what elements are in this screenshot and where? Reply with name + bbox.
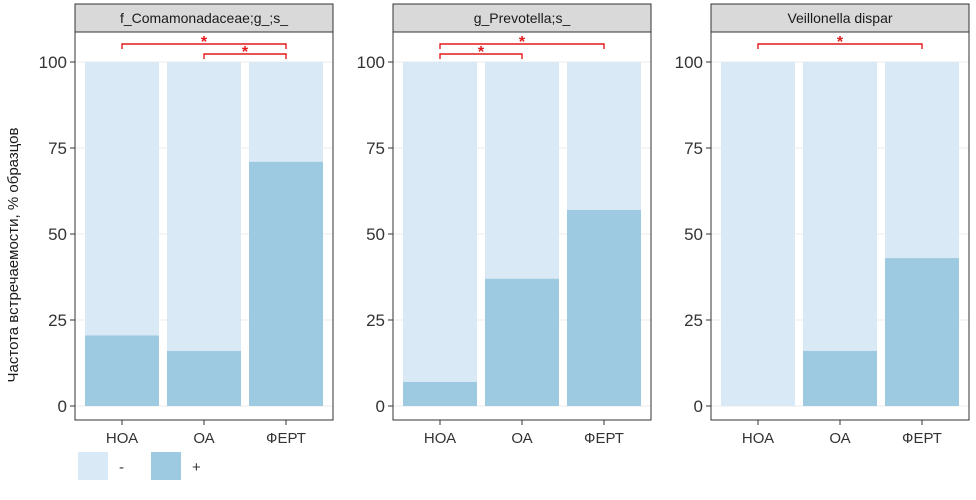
chart-panel: g_Prevotella;s_ 0 25 50 75 100 НОА ОА ФЕРТ * * xyxy=(357,3,652,447)
bar-positive xyxy=(167,350,241,406)
legend-label: - xyxy=(119,459,124,476)
bar-negative xyxy=(167,62,241,351)
bar-negative xyxy=(721,62,795,406)
y-axis-label: Частота встречаемости, % образцов xyxy=(5,128,22,383)
significance-label: * xyxy=(201,34,208,51)
bar-negative xyxy=(85,62,159,336)
x-tick-label: ОА xyxy=(829,430,850,447)
panel-strip xyxy=(710,3,970,33)
bar-positive xyxy=(249,161,323,406)
bar-positive xyxy=(885,258,959,406)
panel-strip xyxy=(74,3,334,33)
x-tick-label: ФЕРТ xyxy=(902,430,942,447)
significance-bracket xyxy=(757,43,923,49)
bar-negative xyxy=(249,62,323,162)
y-tick-label: 75 xyxy=(48,139,67,158)
y-tick-label: 25 xyxy=(48,311,67,330)
bar-positive xyxy=(403,381,477,406)
panel-strip xyxy=(392,3,652,33)
significance-bracket xyxy=(203,53,287,59)
significance-bracket xyxy=(439,53,523,59)
y-tick-label: 25 xyxy=(366,311,385,330)
x-tick-label: НОА xyxy=(742,430,774,447)
panel-border xyxy=(710,31,970,421)
bar-positive xyxy=(567,209,641,406)
significance-label: * xyxy=(478,44,485,61)
panel-border xyxy=(392,31,652,421)
bar-negative xyxy=(803,62,877,351)
significance-bracket xyxy=(121,43,287,49)
y-tick-label: 50 xyxy=(48,225,67,244)
x-tick-label: НОА xyxy=(424,430,456,447)
y-tick-label: 0 xyxy=(376,397,385,416)
bar-positive xyxy=(85,335,159,406)
panel-title: f_Comamonadaceae;g_;s_ xyxy=(120,10,288,26)
y-tick-label: 0 xyxy=(694,397,703,416)
x-tick-label: ОА xyxy=(193,430,214,447)
x-tick-label: ФЕРТ xyxy=(584,430,624,447)
chart-panel: f_Comamonadaceae;g_;s_ 0 25 50 75 100 НОА ОА ФЕР… xyxy=(39,3,334,447)
panel-title: Veillonella dispar xyxy=(787,10,892,26)
y-tick-label: 50 xyxy=(366,225,385,244)
chart-panel: Veillonella dispar 0 25 50 75 100 НОА ОА ФЕРТ * xyxy=(675,3,970,447)
panel-border xyxy=(74,31,334,421)
y-tick-label: 75 xyxy=(684,139,703,158)
panel-title: g_Prevotella;s_ xyxy=(474,10,571,26)
significance-label: * xyxy=(519,34,526,51)
y-tick-label: 75 xyxy=(366,139,385,158)
bar-positive xyxy=(803,350,877,406)
legend-label: + xyxy=(192,459,201,476)
y-tick-label: 25 xyxy=(684,311,703,330)
bar-negative xyxy=(403,62,477,382)
legend-swatch xyxy=(78,452,108,480)
bar-negative xyxy=(485,62,559,279)
y-tick-label: 100 xyxy=(357,53,385,72)
y-tick-label: 0 xyxy=(58,397,67,416)
y-tick-label: 100 xyxy=(675,53,703,72)
significance-bracket xyxy=(439,43,605,49)
x-tick-label: ФЕРТ xyxy=(266,430,306,447)
bar-negative xyxy=(885,62,959,259)
y-tick-label: 50 xyxy=(684,225,703,244)
legend: - + xyxy=(78,452,201,480)
significance-label: * xyxy=(242,44,249,61)
x-tick-label: НОА xyxy=(106,430,138,447)
significance-label: * xyxy=(837,34,844,51)
bar-negative xyxy=(567,62,641,210)
x-tick-label: ОА xyxy=(511,430,532,447)
bar-positive xyxy=(485,278,559,406)
legend-swatch xyxy=(151,452,181,480)
y-tick-label: 100 xyxy=(39,53,67,72)
